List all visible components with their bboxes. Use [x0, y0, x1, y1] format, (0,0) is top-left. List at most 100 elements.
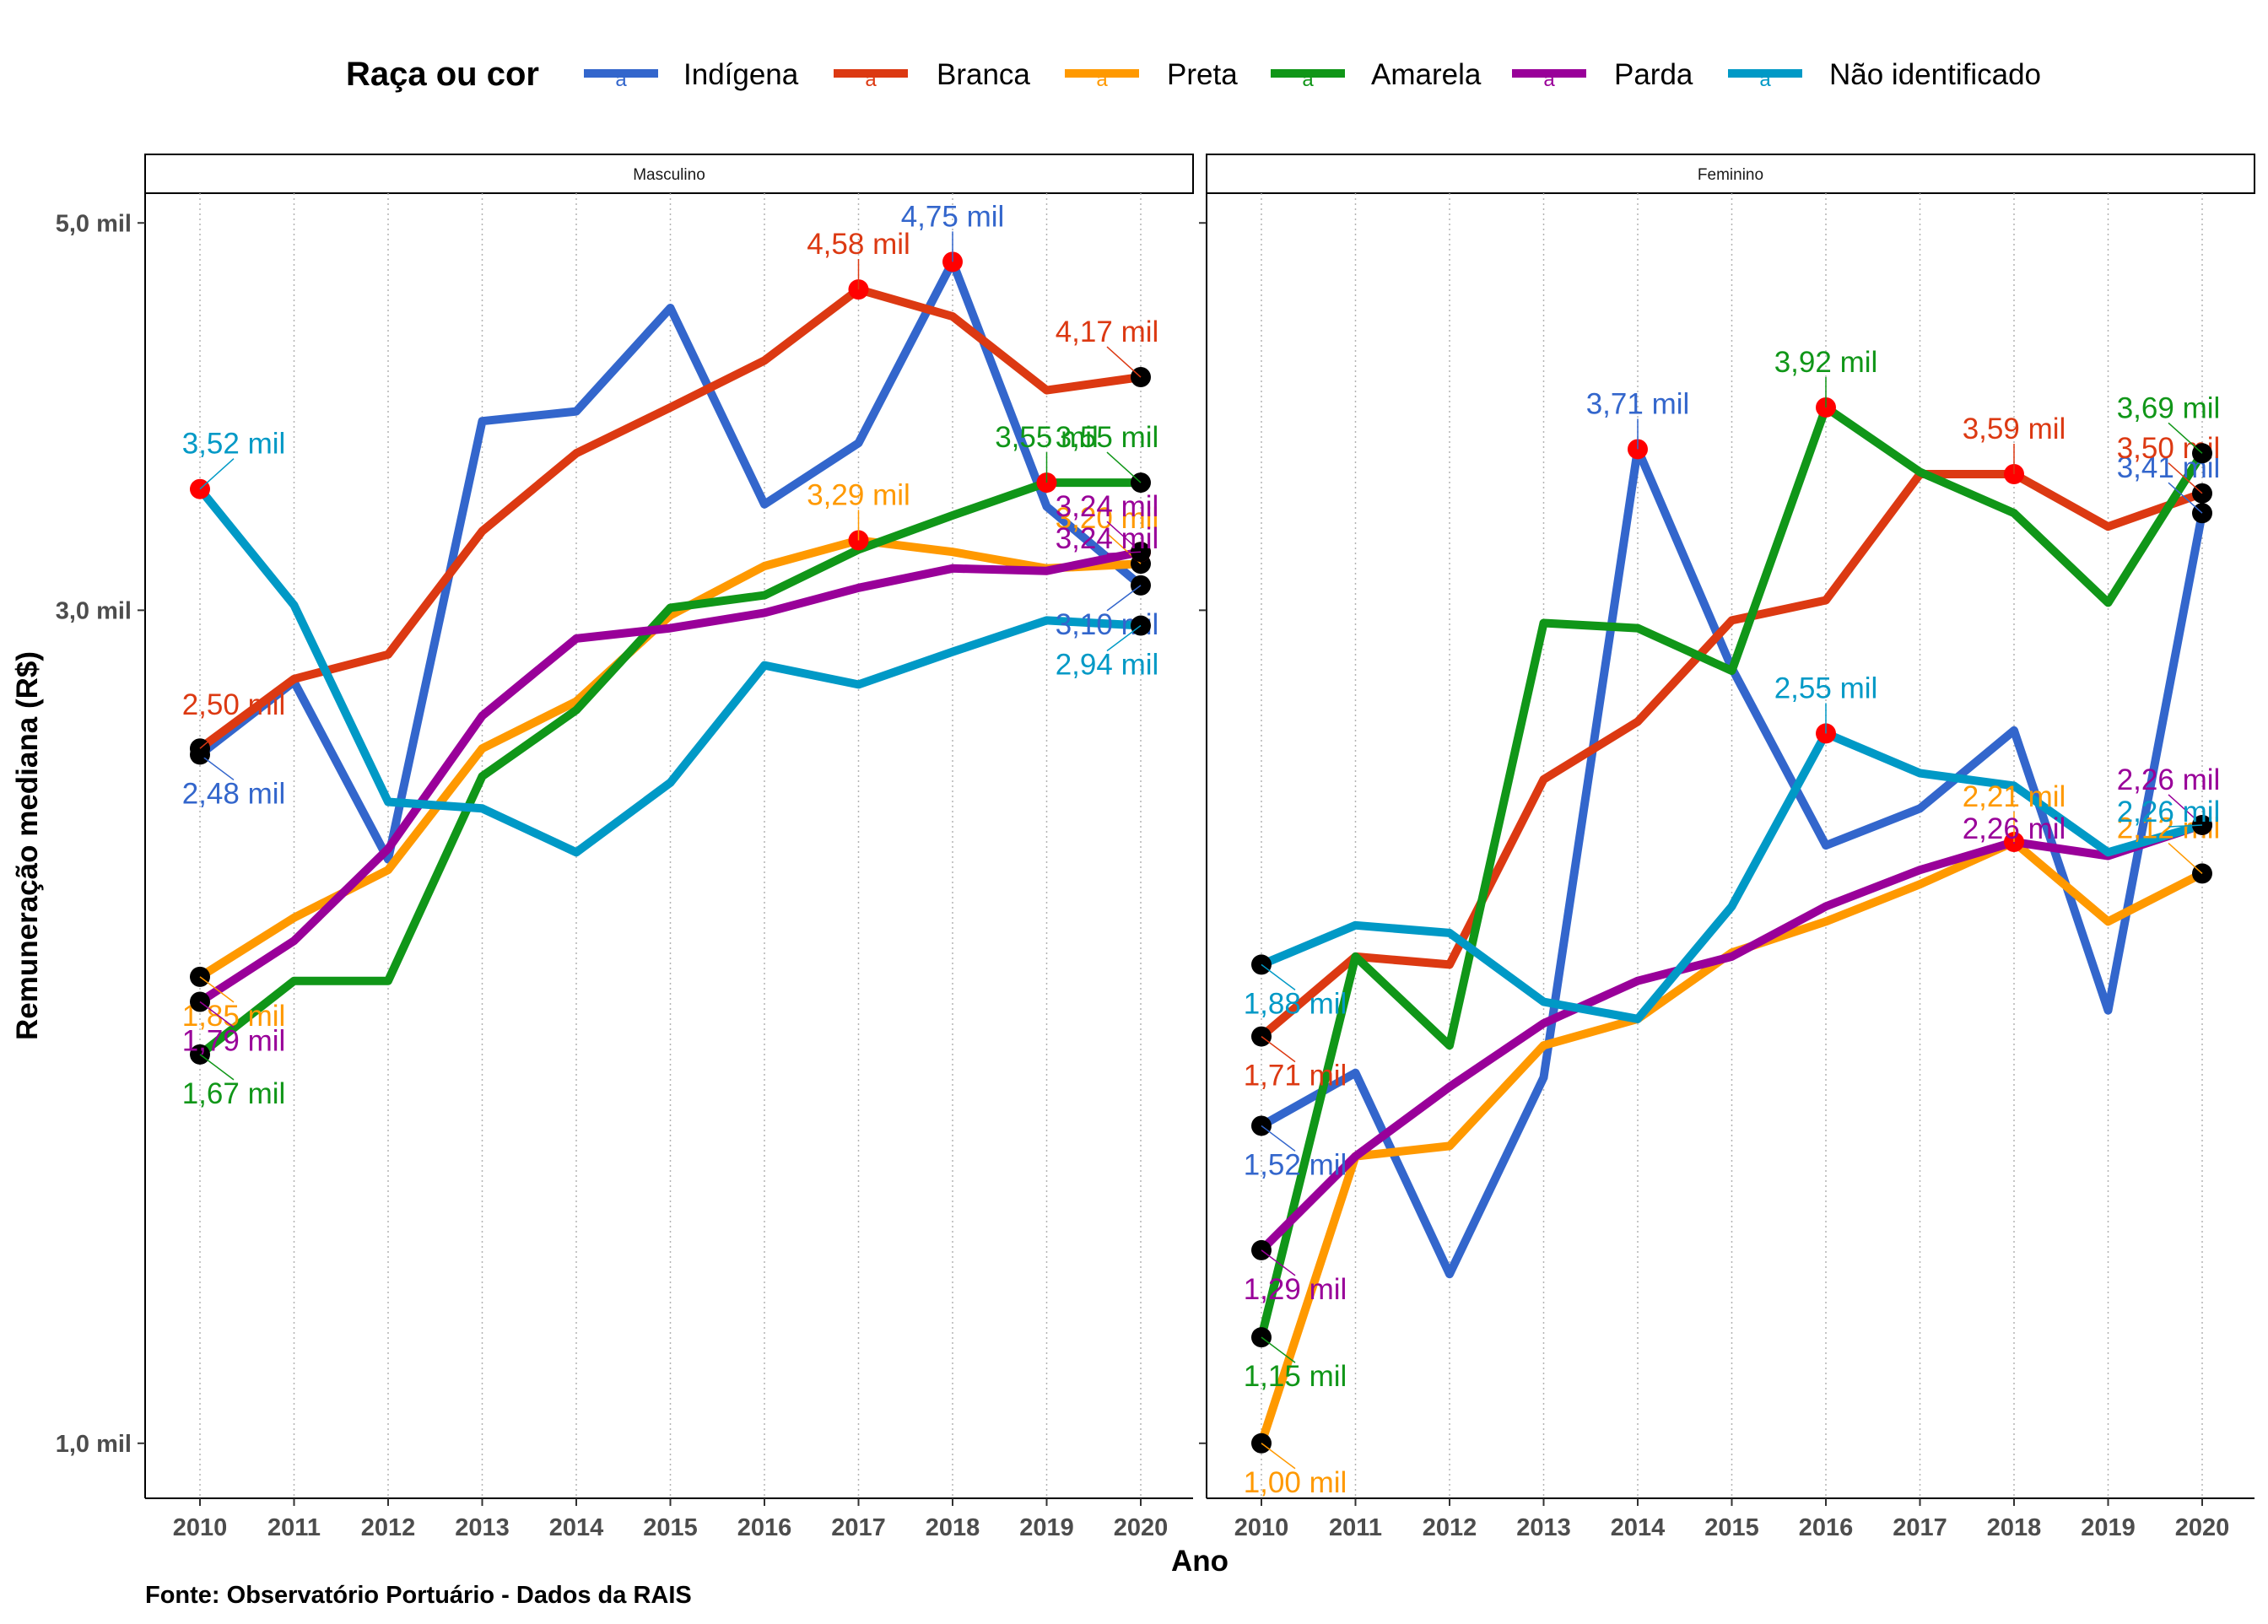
label-leader — [1106, 585, 1142, 612]
data-label: 2,26 mil — [2117, 763, 2221, 796]
x-tick-label: 2012 — [361, 1514, 416, 1541]
panel-strip-label: Masculino — [633, 166, 705, 184]
label-leader — [1261, 963, 1296, 991]
x-tick-label: 2012 — [1423, 1514, 1477, 1541]
label-leader — [2168, 462, 2203, 494]
data-label: 1,67 mil — [182, 1077, 286, 1110]
x-tick-label: 2013 — [1516, 1514, 1571, 1541]
x-tick-label: 2016 — [737, 1514, 792, 1541]
series-line — [197, 285, 1142, 753]
label-leader — [1261, 1035, 1296, 1063]
legend-key-glyph: a — [615, 68, 627, 91]
x-tick-label: 2011 — [267, 1514, 321, 1541]
data-label: 2,26 mil — [2117, 796, 2221, 828]
data-label: 2,48 mil — [182, 777, 286, 810]
legend-label: Amarela — [1371, 58, 1482, 91]
label-leader — [199, 976, 235, 1003]
label-leader — [1261, 1336, 1296, 1363]
legend-key-glyph: a — [1096, 68, 1108, 91]
label-leader — [199, 1054, 235, 1081]
data-label: 1,52 mil — [1244, 1148, 1347, 1181]
x-tick-label: 2010 — [1234, 1514, 1289, 1541]
series-line — [1260, 729, 2204, 1023]
label-leader — [1261, 1125, 1296, 1152]
label-leader — [2168, 824, 2203, 828]
label-leader — [1106, 451, 1142, 483]
data-label: 3,24 mil — [1056, 522, 1159, 555]
x-tick-label: 2011 — [1329, 1514, 1382, 1541]
legend-label: Não identificado — [1829, 58, 2041, 91]
series-line — [1257, 403, 2206, 1339]
legend-key-glyph: a — [1302, 68, 1314, 91]
legend-label: Branca — [937, 58, 1030, 91]
data-label: 3,20 mil — [1056, 502, 1159, 535]
x-tick-label: 2014 — [549, 1514, 604, 1541]
data-label: 3,29 mil — [807, 478, 910, 511]
data-label: 1,15 mil — [1244, 1360, 1347, 1393]
label-leader — [199, 753, 235, 781]
series-line — [197, 536, 1142, 981]
panel-strip — [1206, 154, 2255, 194]
data-label: 1,88 mil — [1244, 987, 1347, 1020]
panel-strip — [144, 154, 1194, 194]
series-line — [1258, 821, 2204, 1254]
data-label: 3,71 mil — [1586, 387, 1690, 420]
data-label: 2,94 mil — [1056, 649, 1159, 682]
legend-label: Preta — [1167, 58, 1238, 91]
legend-title: Raça ou cor — [346, 56, 539, 93]
x-tick-label: 2014 — [1611, 1514, 1666, 1541]
y-axis-title: Remuneração mediana (R$) — [11, 651, 44, 1040]
x-tick-label: 2015 — [1704, 1514, 1759, 1541]
label-leader — [1261, 1443, 1296, 1470]
data-label: 3,52 mil — [182, 428, 286, 461]
label-leader — [2168, 842, 2203, 874]
label-leader — [1106, 551, 1142, 554]
chart-caption: Fonte: Observatório Portuário - Dados da… — [145, 1582, 692, 1609]
panel-strip-label: Feminino — [1698, 166, 1763, 184]
x-tick-label: 2013 — [455, 1514, 510, 1541]
legend-label: Parda — [1614, 58, 1693, 91]
legend-key-glyph: a — [1759, 68, 1771, 91]
legend-key-glyph: a — [865, 68, 877, 91]
data-label: 1,71 mil — [1244, 1060, 1347, 1093]
label-leader — [2168, 482, 2203, 514]
series-line — [197, 486, 1142, 857]
x-tick-label: 2019 — [1019, 1514, 1074, 1541]
data-label: 1,29 mil — [1244, 1273, 1347, 1306]
data-label: 2,26 mil — [1963, 812, 2066, 845]
x-tick-label: 2017 — [1893, 1514, 1947, 1541]
data-label: 4,17 mil — [1056, 316, 1159, 348]
legend-key-glyph: a — [1543, 68, 1555, 91]
label-leader — [1106, 624, 1142, 652]
y-tick-label: 1,0 mil — [56, 1431, 132, 1458]
data-label: 1,00 mil — [1244, 1466, 1347, 1499]
x-tick-label: 2018 — [1987, 1514, 2042, 1541]
label-leader — [199, 1001, 235, 1028]
data-label: 2,50 mil — [182, 688, 286, 721]
y-tick-label: 3,0 mil — [56, 597, 132, 624]
label-leader — [199, 719, 235, 749]
data-label: 4,58 mil — [807, 228, 910, 261]
data-label: 4,75 mil — [901, 200, 1005, 233]
x-axis-title: Ano — [1171, 1545, 1228, 1578]
data-label: 2,55 mil — [1774, 672, 1878, 704]
x-tick-label: 2010 — [173, 1514, 228, 1541]
data-label: 3,24 mil — [1056, 490, 1159, 523]
label-leader — [2168, 422, 2203, 454]
data-label: 3,92 mil — [1774, 346, 1878, 379]
x-tick-label: 2016 — [1799, 1514, 1854, 1541]
x-tick-label: 2020 — [2175, 1514, 2230, 1541]
x-tick-label: 2015 — [643, 1514, 698, 1541]
x-tick-label: 2020 — [1114, 1514, 1169, 1541]
data-label: 1,79 mil — [182, 1024, 286, 1057]
label-leader — [1261, 1249, 1296, 1276]
data-label: 2,21 mil — [1963, 780, 2066, 813]
y-tick-label: 5,0 mil — [56, 210, 132, 237]
series-line — [197, 548, 1142, 1006]
data-label: 3,69 mil — [2117, 391, 2221, 424]
series-line — [1258, 470, 2204, 1040]
legend-label: Indígena — [683, 58, 799, 91]
x-tick-label: 2019 — [2081, 1514, 2136, 1541]
